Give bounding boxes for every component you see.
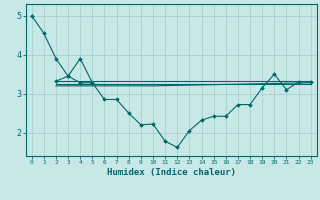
X-axis label: Humidex (Indice chaleur): Humidex (Indice chaleur) [107,168,236,177]
